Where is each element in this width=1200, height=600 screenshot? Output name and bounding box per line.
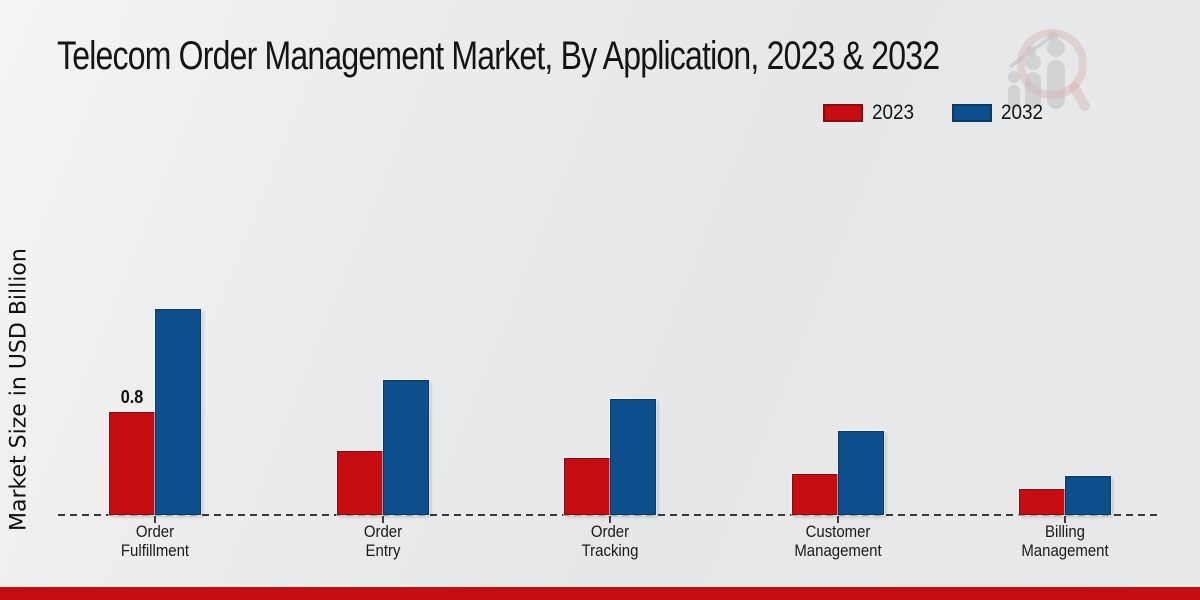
bar-2023-customer-management <box>791 474 838 515</box>
bar-2032-order-fulfillment <box>155 309 201 515</box>
legend-label: 2032 <box>1001 101 1044 124</box>
bar-2023-billing-management <box>1019 489 1066 515</box>
legend-swatch-2023 <box>822 104 863 122</box>
bar-people-glyph <box>1008 31 1065 109</box>
category-label-order-entry: Order Entry <box>363 522 402 560</box>
x-axis-tick <box>836 516 839 523</box>
category-label-order-fulfillment: Order Fulfillment <box>120 522 190 560</box>
x-axis-tick <box>381 516 384 523</box>
x-axis-tick <box>1064 516 1067 523</box>
bar-2032-customer-management <box>837 431 884 515</box>
bar-2032-order-entry <box>382 380 429 515</box>
category-label-order-tracking: Order Tracking <box>581 522 639 560</box>
footer-accent-bar <box>0 587 1200 600</box>
x-axis-tick <box>154 516 156 523</box>
x-axis-tick <box>609 516 612 523</box>
chart-title: Telecom Order Management Market, By Appl… <box>57 34 940 78</box>
legend-swatch-2032 <box>952 104 993 122</box>
legend: 2023 2032 <box>822 101 1048 125</box>
legend-item-2023: 2023 <box>822 101 919 125</box>
bar-2023-order-fulfillment <box>109 412 155 515</box>
bar-2032-order-tracking <box>610 399 657 515</box>
bar-2023-order-tracking <box>564 458 611 515</box>
bar-2023-order-entry <box>336 451 383 515</box>
bar-value-label: 0.8 <box>120 387 144 407</box>
watermark-logo <box>1008 29 1090 111</box>
legend-label: 2023 <box>871 101 914 124</box>
bar-2032-billing-management <box>1065 476 1112 515</box>
x-axis-baseline <box>58 514 1160 516</box>
category-label-billing-management: Billing Management <box>1021 522 1110 560</box>
magnifier-glyph <box>1017 29 1090 111</box>
category-label-customer-management: Customer Management <box>794 522 882 560</box>
legend-item-2032: 2032 <box>952 101 1048 125</box>
